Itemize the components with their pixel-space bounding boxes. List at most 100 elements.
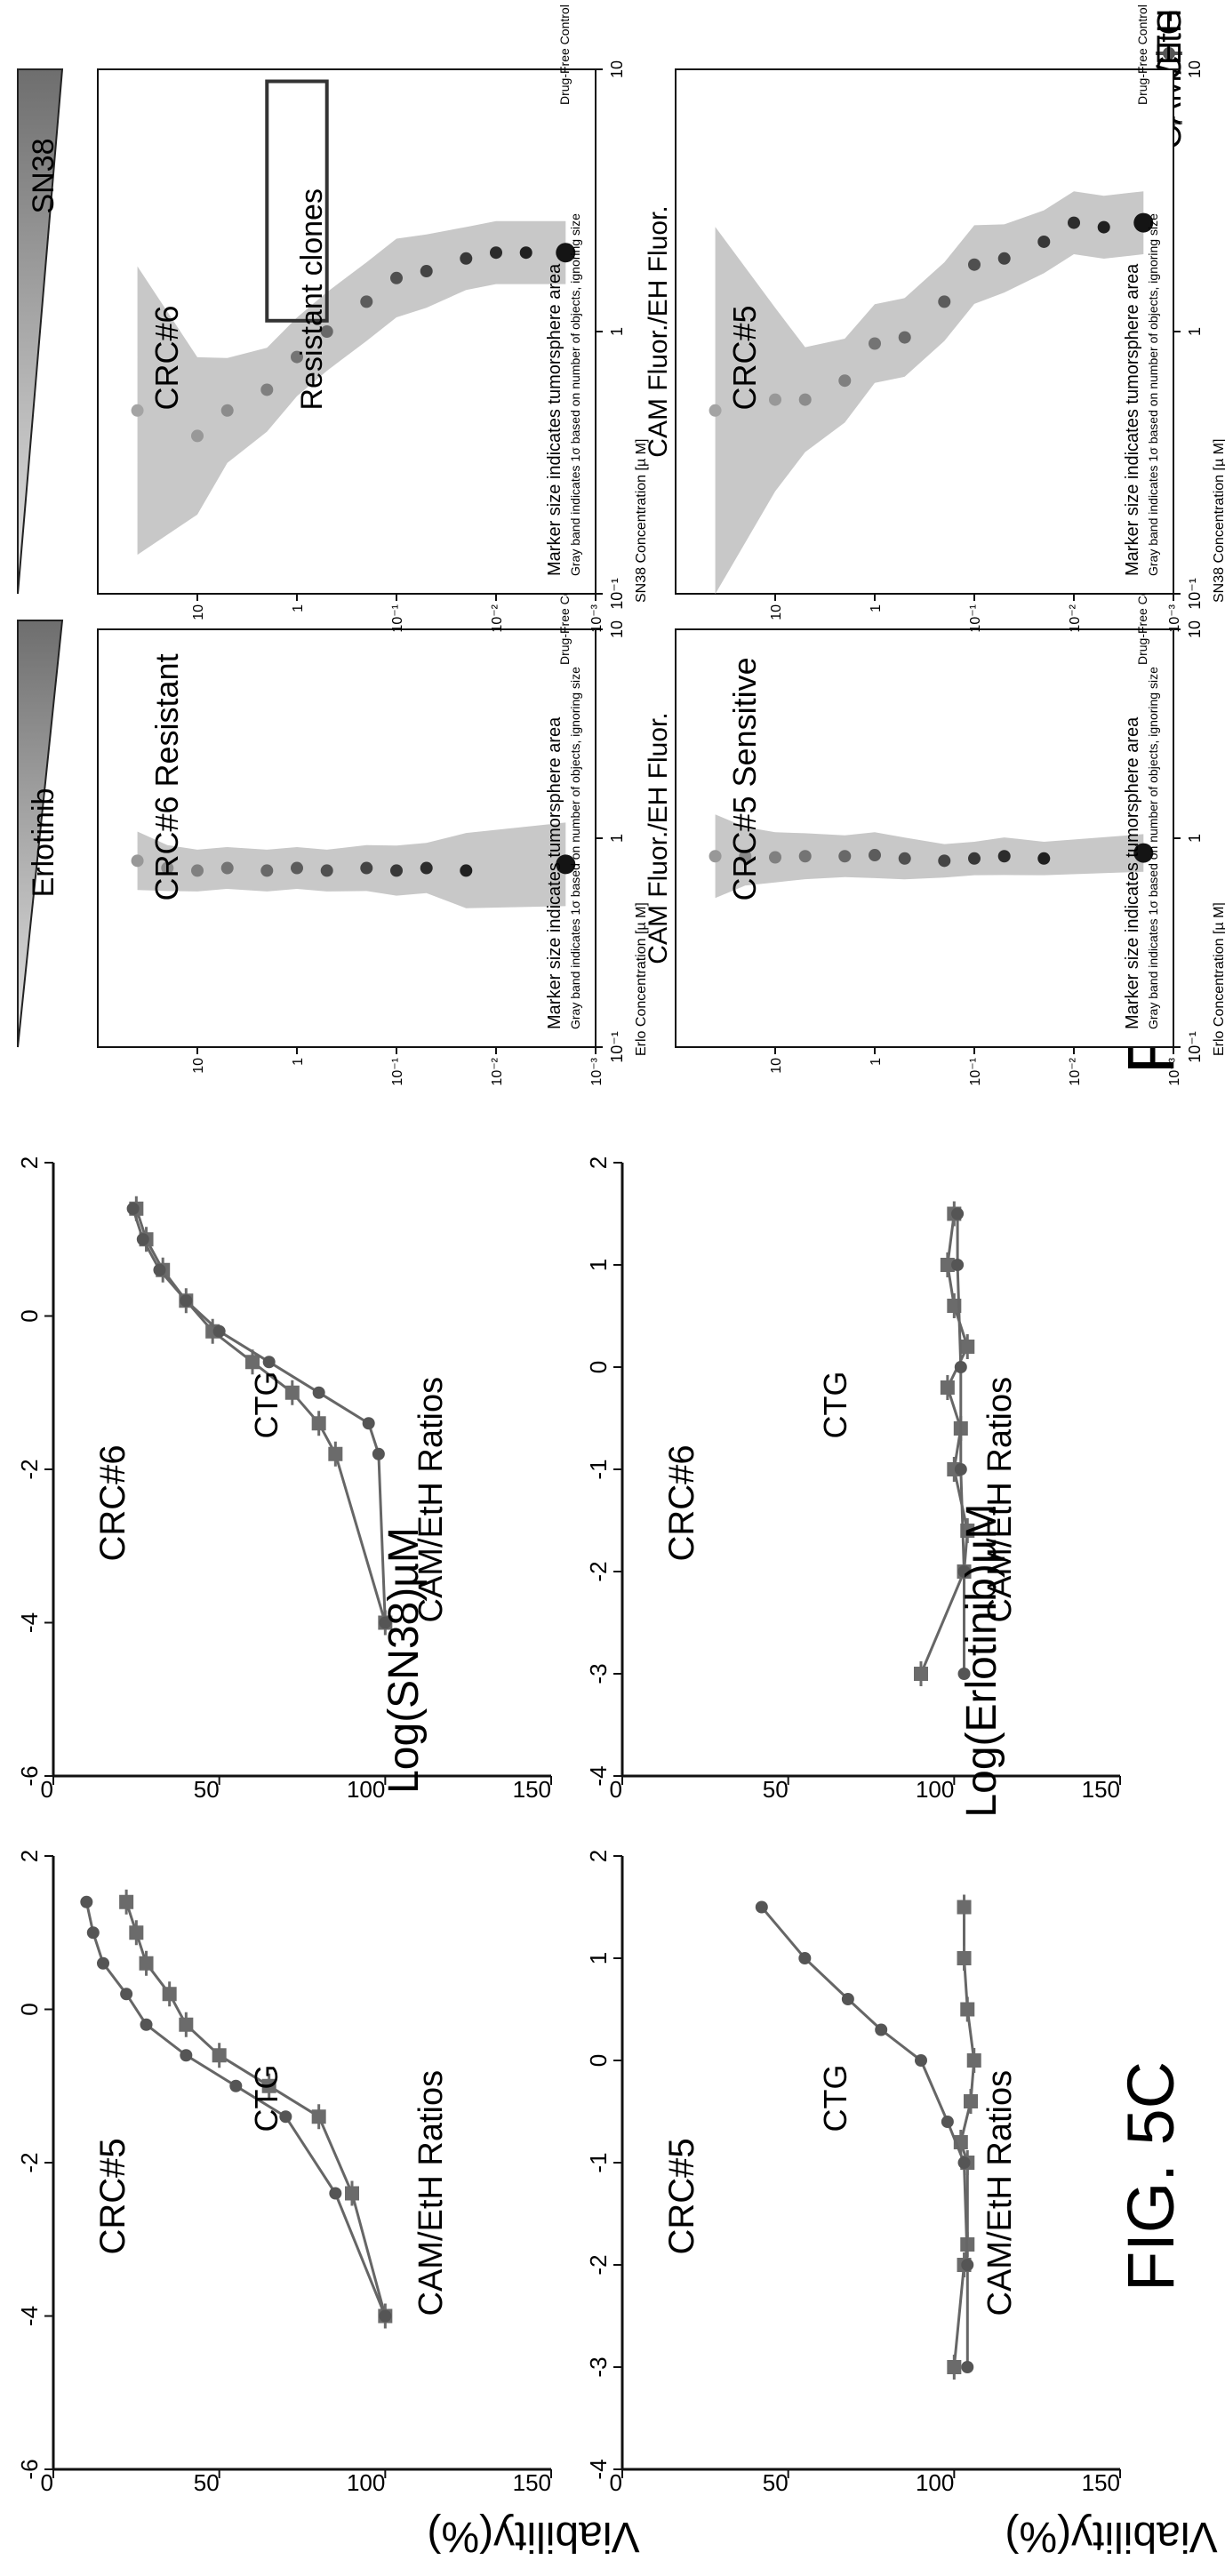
erlotinib-wedge: Erlotinib — [17, 620, 64, 1048]
ctg-point — [379, 2309, 392, 2323]
ctg-point — [372, 1447, 385, 1460]
x-tick-label: 0 — [16, 2003, 43, 2015]
y-tick-label: 50 — [194, 2469, 220, 2496]
x-tick-label: -4 — [585, 2459, 612, 2479]
ratio-point — [119, 1894, 134, 1909]
ratio-point — [947, 2360, 962, 2374]
tumorsphere-point — [968, 852, 981, 865]
ratio-point — [960, 2002, 975, 2017]
conc-tick-label: 1 — [291, 604, 306, 612]
y-tick-label: 50 — [194, 1776, 220, 1803]
chart-title: CRC#6 — [662, 1444, 701, 1561]
tumorsphere-point — [798, 850, 812, 863]
ctg-point — [362, 1417, 375, 1430]
y-tick-label: 150 — [513, 2469, 551, 2496]
ratio-point — [311, 2109, 326, 2124]
x-tick-label: -2 — [16, 2152, 43, 2172]
conc-tick-label: 10⁻² — [490, 604, 505, 632]
ratio-point — [129, 1925, 144, 1940]
y-tick-label: 0 — [610, 1776, 622, 1803]
conc-tick-label: 10⁻² — [1068, 1057, 1083, 1085]
panel-d-charts: 10 1 10⁻¹ 10⁻³ 10⁻² 10⁻¹ 1 10 Drug-Free Control M… — [97, 4, 1225, 1086]
tumorsphere-point — [869, 849, 881, 862]
ratio-axis-label: CAM Fluor./EH Fluor. — [644, 205, 673, 457]
tumorsphere-point — [1133, 843, 1154, 863]
ctg-point — [86, 1926, 100, 1940]
ratio-tick-label: 10 — [1186, 60, 1204, 78]
ctg-annotation: CTG — [817, 1372, 853, 1439]
x-tick-label: 2 — [585, 1156, 612, 1169]
note-line-1: Marker size indicates tumorsphere area — [1123, 263, 1142, 576]
note-line-2: Gray band indicates 1σ based on number o… — [1146, 213, 1160, 576]
control-label: Drug-Free Control — [1135, 4, 1149, 105]
conc-axis-label: Erlo Concentration [µ M] — [1212, 902, 1225, 1056]
ctg-point — [153, 1263, 166, 1276]
conc-tick-label: 10⁻¹ — [390, 604, 405, 633]
legend-ctg-label: CTG — [1151, 9, 1189, 80]
ratio-tick-label: 1 — [608, 327, 626, 336]
conc-axis-label: Erlo Concentration [µ M] — [634, 902, 649, 1056]
ctg-point — [312, 1386, 325, 1399]
tumorsphere-point — [460, 252, 473, 265]
conc-tick-label: 10 — [769, 1058, 784, 1074]
conc-tick-label: 10⁻³ — [589, 1057, 604, 1085]
tumorsphere-point — [220, 404, 234, 417]
ratio-curve — [134, 1208, 387, 1623]
y-tick-label: 100 — [347, 1776, 385, 1803]
ctg-point — [957, 1668, 971, 1680]
ctg-curve — [760, 1906, 969, 2367]
tumorsphere-point — [220, 861, 234, 875]
tumorsphere-point — [1037, 852, 1051, 865]
ratio-axis-label: CAM Fluor./EH Fluor. — [1221, 205, 1225, 457]
conc-tick-label: 10⁻³ — [1167, 604, 1182, 632]
x-tick-label: -3 — [585, 2356, 612, 2377]
conc-axis-label: SN38 Concentration [µ M] — [1212, 439, 1225, 603]
chart-title: CRC#6 Resistant — [148, 653, 185, 900]
y-tick-label: 0 — [610, 2469, 622, 2496]
tumorsphere-point — [320, 325, 333, 338]
tumorsphere-point — [938, 854, 951, 868]
tumorsphere-point — [838, 374, 852, 388]
ctg-legend-marker — [1163, 47, 1175, 60]
ratio-tick-label: 10⁻¹ — [608, 578, 626, 610]
x-tick-label: 0 — [585, 2054, 612, 2067]
ctg-point — [798, 1952, 812, 1964]
ctg-point — [229, 2079, 243, 2092]
ratio-point — [964, 2094, 978, 2108]
ctg-point — [951, 1259, 965, 1271]
tumorsphere-point — [769, 851, 781, 864]
ctg-curve — [132, 1208, 387, 1623]
x-tick-label: -6 — [16, 1765, 43, 1786]
y-tick-label: 0 — [41, 1776, 53, 1803]
y-tick-label: 150 — [1082, 1776, 1120, 1803]
tumorsphere-point — [1037, 235, 1051, 248]
ctg-annotation: CTG — [248, 1372, 284, 1439]
ctg-point — [915, 2054, 927, 2067]
conc-tick-label: 10⁻¹ — [390, 1058, 405, 1086]
tumorsphere-point — [838, 850, 852, 863]
tumorsphere-point — [390, 864, 403, 877]
ratio-point — [345, 2186, 359, 2201]
ratio-point — [957, 1951, 972, 1965]
ratio-point — [311, 1416, 326, 1431]
ratio-point — [328, 1446, 343, 1461]
ctg-curve — [84, 1901, 387, 2317]
note-line-1: Marker size indicates tumorsphere area — [1123, 716, 1142, 1029]
x-tick-label: -2 — [16, 1459, 43, 1479]
x-tick-label: -4 — [585, 1765, 612, 1786]
chart-title: CRC#6 — [148, 305, 185, 410]
tumorsphere-point — [898, 331, 911, 344]
ctg-point — [136, 1233, 149, 1246]
conc-tick-label: 10⁻³ — [1167, 1057, 1182, 1085]
ctg-annotation: CTG — [817, 2065, 853, 2132]
y-tick-label: 100 — [916, 1776, 954, 1803]
y-tick-label: 50 — [763, 1776, 789, 1803]
ratio-tick-label: 10 — [608, 60, 626, 78]
conc-tick-label: 10⁻² — [490, 1057, 505, 1085]
ctg-point — [957, 2156, 971, 2169]
x-tick-label: 2 — [585, 1850, 612, 1862]
chart-title: CRC#5 Sensitive — [726, 657, 763, 900]
ratio-point — [966, 2053, 981, 2068]
sn38-wedge-label: SN38 — [27, 138, 60, 213]
